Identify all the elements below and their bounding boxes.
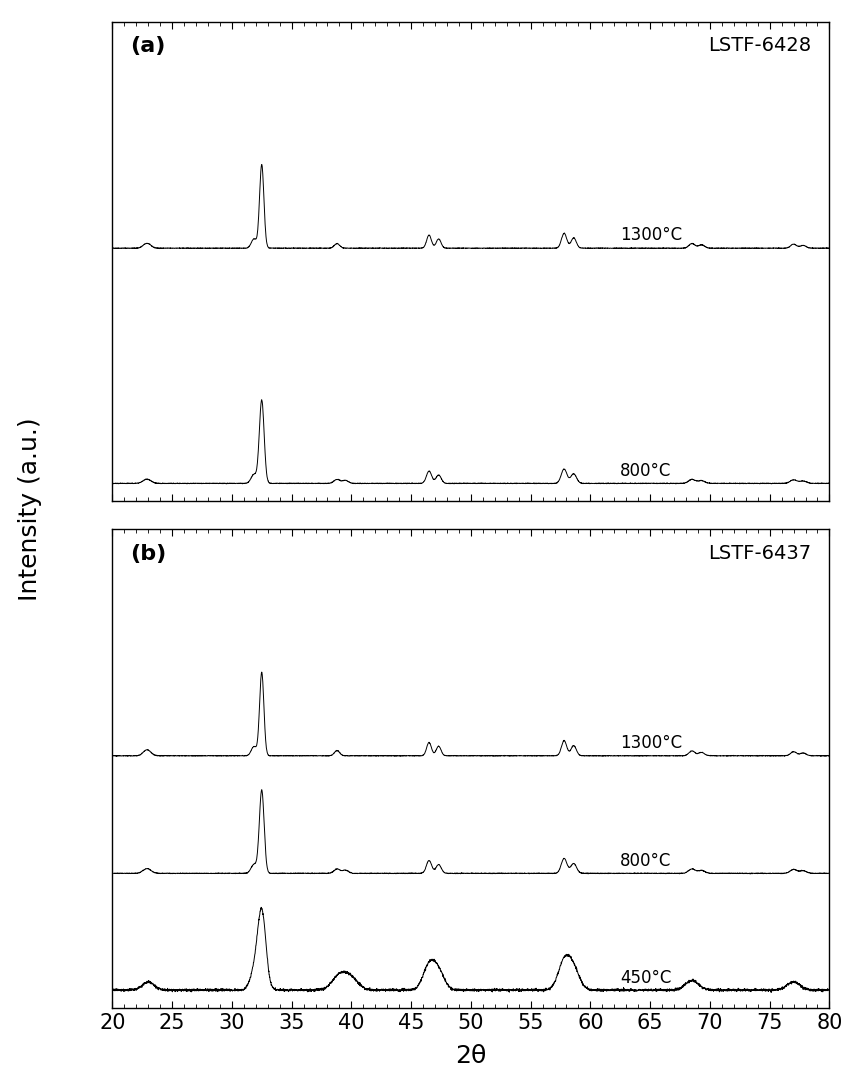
Text: 1300°C: 1300°C <box>620 227 683 244</box>
Text: (a): (a) <box>130 36 166 56</box>
Text: LSTF-6437: LSTF-6437 <box>708 544 811 563</box>
Text: Intensity (a.u.): Intensity (a.u.) <box>18 417 42 602</box>
Text: (b): (b) <box>130 544 167 564</box>
Text: 450°C: 450°C <box>620 969 671 988</box>
X-axis label: 2θ: 2θ <box>455 1044 486 1068</box>
Text: 800°C: 800°C <box>620 462 671 479</box>
Text: LSTF-6428: LSTF-6428 <box>708 36 811 55</box>
Text: 1300°C: 1300°C <box>620 734 683 752</box>
Text: 800°C: 800°C <box>620 852 671 869</box>
